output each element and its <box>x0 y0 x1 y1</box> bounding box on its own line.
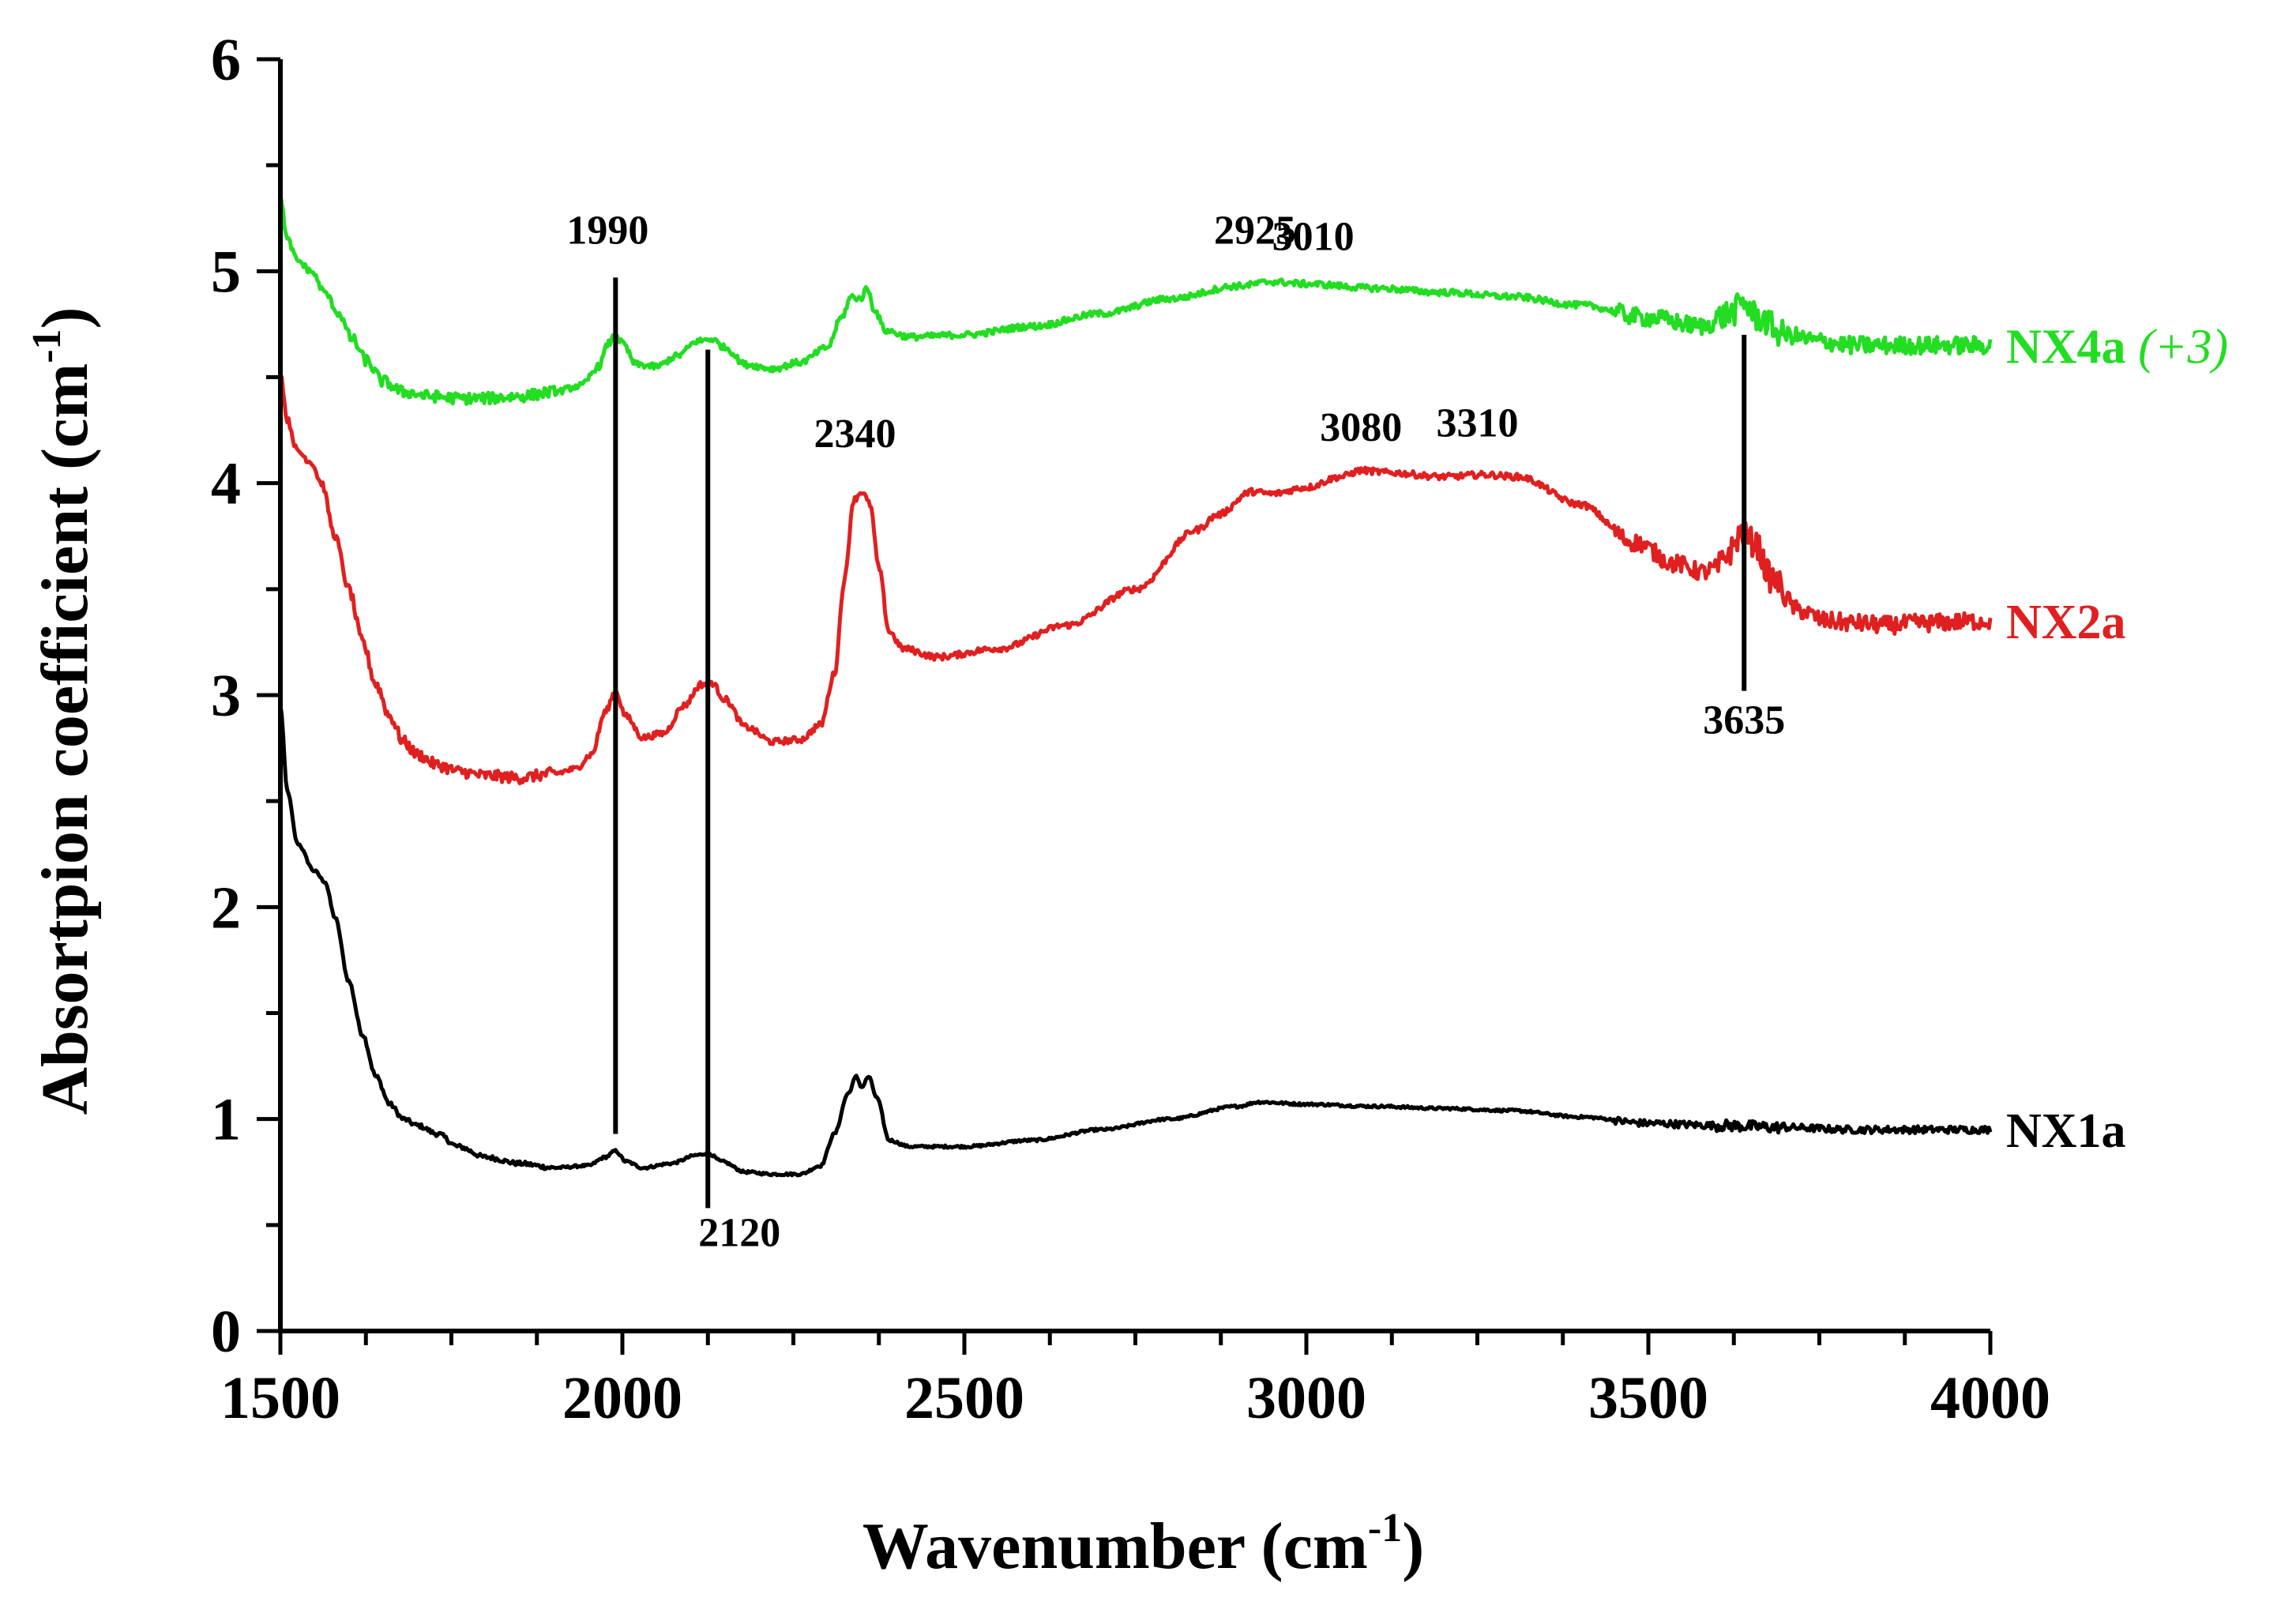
series-line-nx4a <box>278 194 1993 406</box>
x-tick-label: 2500 <box>904 1365 1024 1431</box>
x-axis-title: Wavenumber (cm-1) <box>862 1506 1424 1583</box>
y-tick-label: 2 <box>211 874 241 941</box>
ticks-group <box>257 57 1993 1355</box>
y-tick-label: 3 <box>211 663 241 729</box>
x-axis-title-close: ) <box>1402 1510 1424 1583</box>
y-axis-title: Absortpion coefficient (cm-1) <box>24 306 102 1115</box>
series-label-name: NX2a <box>2006 596 2126 649</box>
series-line-nx1a <box>278 705 1993 1178</box>
series-label-nx4a: NX4a (+3) <box>2006 320 2228 374</box>
series-label-offset: (+3) <box>2138 320 2228 374</box>
peak-label-2340: 2340 <box>814 412 896 457</box>
peak-label-2925: 2925 <box>1214 208 1296 253</box>
x-tick-label: 1500 <box>220 1365 340 1431</box>
series-label-nx1a: NX1a <box>2006 1104 2126 1158</box>
x-axis-title-superscript: -1 <box>1368 1506 1402 1551</box>
x-tick-label: 3000 <box>1246 1365 1366 1431</box>
y-axis-title-close: ) <box>28 306 102 329</box>
y-tick-label: 6 <box>211 27 241 93</box>
series-label-nx2a: NX2a <box>2006 596 2126 649</box>
y-axis-title-text: Absortpion coefficient (cm <box>28 363 102 1115</box>
peak-marker-group <box>613 277 1747 1209</box>
x-axis-title-text: Wavenumber (cm <box>862 1510 1368 1583</box>
x-tick-label: 2000 <box>562 1365 682 1431</box>
x-tick-label: 3500 <box>1588 1365 1708 1431</box>
peak-label-1990: 1990 <box>566 208 648 253</box>
peak-label-3635: 3635 <box>1703 697 1785 743</box>
y-axis-title-superscript: -1 <box>24 329 70 363</box>
y-tick-label: 1 <box>211 1087 241 1153</box>
series-label-name: NX1a <box>2006 1104 2126 1158</box>
y-tick-label: 4 <box>211 451 241 517</box>
y-tick-label: 5 <box>211 239 241 305</box>
peak-label-3080: 3080 <box>1320 405 1402 450</box>
series-line-nx2a <box>279 374 1993 786</box>
series-group: NX1a NX2a NX4a (+3) <box>278 194 2228 1178</box>
x-tick-label: 4000 <box>1930 1365 2050 1431</box>
peak-label-3010: 3010 <box>1272 215 1355 260</box>
series-label-name: NX4a <box>2006 320 2138 374</box>
peak-label-2120: 2120 <box>698 1211 780 1256</box>
y-tick-label: 0 <box>211 1299 241 1365</box>
labels-group: 1500 2000 2500 3000 3500 4000 0 1 2 3 4 5 6 1990 2120 3… <box>211 27 2050 1431</box>
axes-group <box>278 59 1990 1333</box>
peak-label-3310: 3310 <box>1437 401 1519 446</box>
